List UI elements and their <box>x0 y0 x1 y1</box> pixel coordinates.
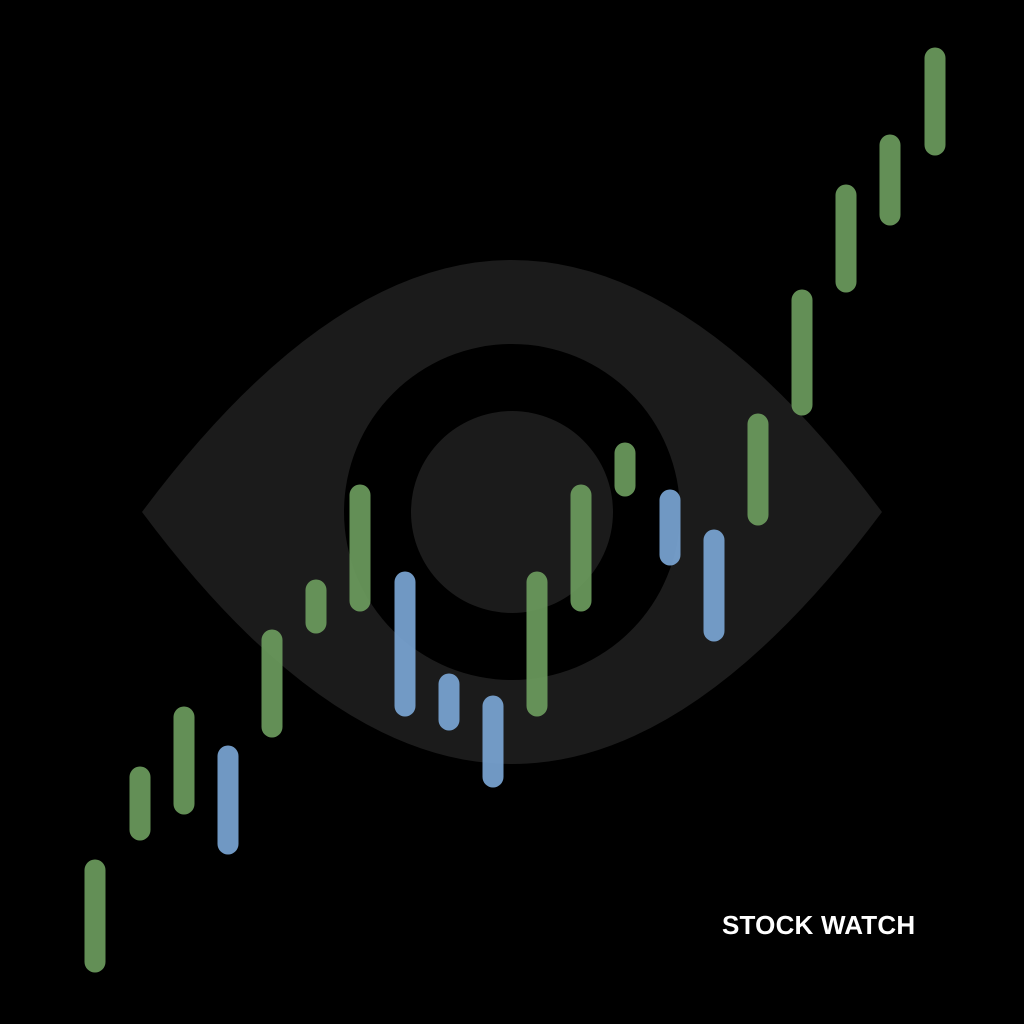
eye-icon <box>142 260 882 764</box>
eye-outline <box>142 260 882 764</box>
eye-pupil <box>411 411 613 613</box>
brand-name: STOCK WATCH <box>722 910 916 940</box>
candlestick-bars <box>84 47 946 973</box>
